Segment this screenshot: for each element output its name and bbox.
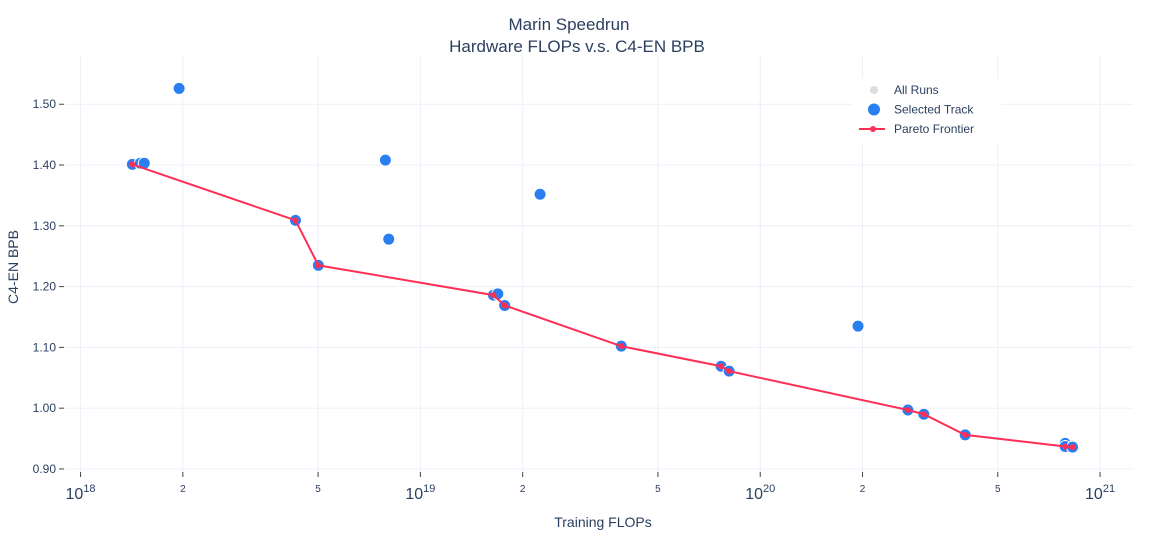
legend-label: Selected Track: [894, 103, 974, 117]
selected-track-point: [533, 187, 547, 201]
y-tick-label: 0.90: [33, 462, 57, 476]
x-tick-label: 1020: [745, 483, 775, 503]
y-tick-label: 1.20: [33, 280, 57, 294]
x-tick-label: 1019: [405, 483, 435, 503]
pareto-frontier-point: [1062, 443, 1069, 450]
x-tick-label: 1018: [66, 483, 96, 503]
x-tick-label: 5: [655, 484, 661, 495]
y-axis-ticks: 0.90 1.00 1.10 1.20 1.30 1.40 1.50: [33, 97, 64, 476]
pareto-frontier-point: [962, 431, 969, 438]
pareto-frontier-point: [501, 302, 508, 309]
tick-base: 10: [66, 486, 84, 503]
legend: All Runs Selected Track Pareto Frontier: [852, 78, 1002, 144]
y-tick-label: 1.10: [33, 340, 57, 354]
x-tick-label: 2: [180, 484, 186, 495]
pareto-frontier-point: [920, 411, 927, 418]
pareto-frontier-line: [131, 163, 1073, 449]
y-tick-label: 1.50: [33, 97, 57, 111]
selected-track-point: [851, 319, 865, 333]
legend-marker-icon: [870, 86, 878, 94]
pareto-frontier-point: [315, 262, 322, 269]
pareto-frontier-point: [726, 368, 733, 375]
legend-marker-icon: [870, 126, 876, 132]
selected-track-point: [382, 232, 396, 246]
y-tick-label: 1.30: [33, 219, 57, 233]
tick-exponent: 21: [1103, 483, 1115, 495]
x-axis-title: Training FLOPs: [554, 514, 652, 530]
y-tick-label: 1.40: [33, 158, 57, 172]
tick-exponent: 19: [423, 483, 435, 495]
x-tick-label: 1021: [1085, 483, 1115, 503]
x-tick-label: 5: [995, 484, 1001, 495]
pareto-frontier-point: [490, 292, 497, 299]
pareto-frontier-point: [718, 363, 725, 370]
pareto-frontier-point: [292, 217, 299, 224]
selected-track-point: [378, 153, 392, 167]
tick-base: 10: [405, 486, 423, 503]
x-axis-ticks: 1018 2 5 1019 2 5 1020 2 5 1021: [66, 472, 1115, 503]
x-tick-label: 5: [315, 484, 321, 495]
legend-marker-icon: [868, 103, 880, 116]
tick-base: 10: [1085, 486, 1103, 503]
pareto-frontier-point: [1069, 444, 1076, 451]
pareto-frontier-point: [618, 343, 625, 350]
tick-exponent: 18: [83, 483, 95, 495]
tick-base: 10: [745, 486, 763, 503]
chart-subtitle: Hardware FLOPs v.s. C4-EN BPB: [449, 37, 705, 56]
x-tick-label: 2: [520, 484, 526, 495]
tick-exponent: 20: [763, 483, 775, 495]
selected-track-point: [172, 81, 186, 95]
y-tick-label: 1.00: [33, 401, 57, 415]
plot-series: [125, 81, 1080, 454]
legend-label: Pareto Frontier: [894, 122, 974, 136]
legend-label: All Runs: [894, 83, 939, 97]
gridlines: [65, 55, 1133, 472]
y-axis-title: C4-EN BPB: [5, 230, 21, 304]
pareto-frontier-point: [129, 161, 136, 168]
x-tick-label: 2: [860, 484, 866, 495]
pareto-frontier-point: [904, 406, 911, 413]
chart-title: Marin Speedrun: [509, 15, 630, 34]
